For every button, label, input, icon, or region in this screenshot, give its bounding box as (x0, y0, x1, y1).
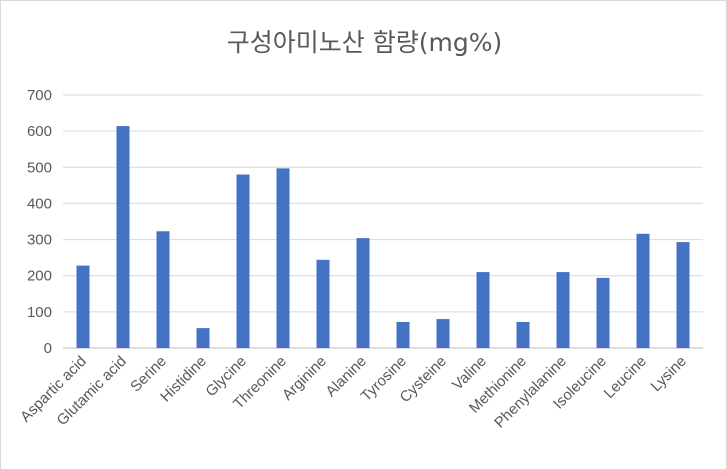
bar (476, 272, 490, 348)
chart-title: 구성아미노산 함량(mg%) (226, 28, 503, 57)
y-tick-label: 200 (27, 268, 52, 285)
bar (196, 328, 210, 348)
y-tick-label: 700 (27, 87, 52, 104)
x-tick-label: Lysine (648, 353, 690, 395)
y-tick-label: 300 (27, 232, 52, 249)
y-tick-label: 600 (27, 123, 52, 140)
bar (516, 321, 530, 348)
bar (236, 174, 250, 348)
bar (316, 259, 330, 348)
y-tick-label: 500 (27, 159, 52, 176)
bar (436, 319, 450, 348)
bar (636, 233, 650, 348)
bar (396, 321, 410, 348)
bar (676, 242, 690, 348)
y-tick-label: 0 (44, 340, 52, 357)
bar (556, 272, 570, 348)
bar (596, 277, 610, 348)
bar (76, 265, 90, 348)
bar (156, 231, 170, 348)
x-tick-label: Arginine (279, 353, 330, 404)
bar (276, 168, 290, 348)
y-tick-label: 100 (27, 304, 52, 321)
y-tick-label: 400 (27, 195, 52, 212)
x-tick-label: Leucine (601, 353, 650, 402)
bar (116, 126, 130, 348)
bar (356, 238, 370, 348)
